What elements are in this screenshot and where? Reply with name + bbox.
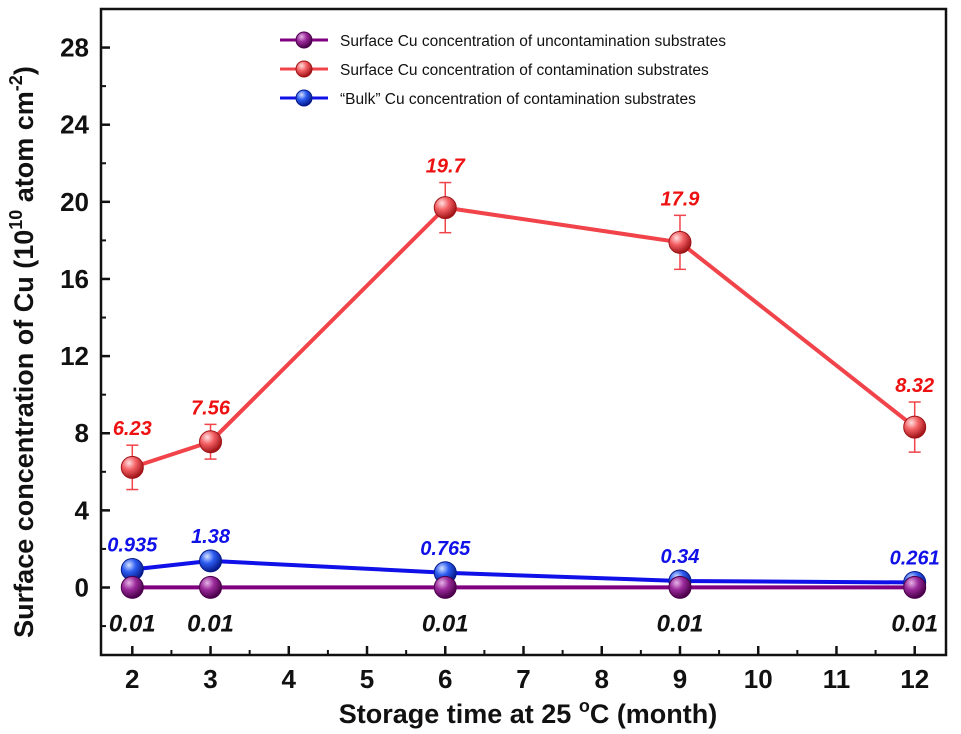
- series-layer: [120, 181, 927, 599]
- legend-label-contamination: Surface Cu concentration of contaminatio…: [340, 62, 709, 79]
- data-label-uncontamination: 0.01: [657, 610, 704, 637]
- data-point: [120, 455, 144, 479]
- data-label-contamination: 19.7: [426, 156, 466, 178]
- legend-marker-purple: [295, 31, 313, 49]
- data-label-uncontamination: 0.01: [422, 610, 469, 637]
- data-label-contamination: 6.23: [113, 418, 152, 440]
- y-axis-title: Surface concentration of Cu (1010 atom c…: [6, 66, 39, 638]
- data-point: [903, 415, 927, 439]
- legend-entry-uncontamination: Surface Cu concentration of uncontaminat…: [280, 31, 726, 50]
- data-label-bulk: 0.935: [107, 534, 158, 556]
- series-uncontamination: [120, 575, 927, 599]
- y-tick-label: 20: [60, 187, 89, 217]
- data-label-bulk: 0.261: [890, 547, 940, 569]
- data-point: [120, 575, 144, 599]
- series-line-bulk: [132, 558, 915, 585]
- legend-entry-contamination: Surface Cu concentration of contaminatio…: [280, 60, 709, 79]
- x-tick-label: 9: [673, 664, 687, 694]
- data-label-contamination: 7.56: [191, 397, 231, 419]
- legend-marker-blue: [295, 89, 313, 107]
- legend-label-uncontamination: Surface Cu concentration of uncontaminat…: [340, 33, 726, 50]
- x-tick-label: 3: [203, 664, 217, 694]
- x-axis-ticks: 2 3 4 5 6 7 8 9 10 11 12: [125, 646, 929, 694]
- x-tick-label: 10: [744, 664, 773, 694]
- data-point: [199, 549, 223, 573]
- y-tick-label: 28: [60, 33, 89, 63]
- y-tick-label: 0: [75, 573, 89, 603]
- x-axis-title: Storage time at 25 oC (month): [339, 696, 718, 729]
- y-tick-label: 12: [60, 341, 89, 371]
- x-tick-label: 12: [900, 664, 929, 694]
- y-axis-ticks: 0 4 8 12 16 20 24 28: [60, 8, 110, 628]
- x-tick-label: 8: [595, 664, 609, 694]
- series-bulk: [120, 549, 927, 594]
- data-point: [433, 196, 457, 220]
- data-point: [668, 230, 692, 254]
- x-tick-label: 5: [360, 664, 374, 694]
- legend-entry-bulk: “Bulk” Cu concentration of contamination…: [280, 89, 696, 108]
- data-point: [903, 575, 927, 599]
- x-tick-label: 2: [125, 664, 139, 694]
- legend-label-bulk: “Bulk” Cu concentration of contamination…: [340, 91, 696, 108]
- series-line-contamination: [131, 205, 916, 470]
- legend: Surface Cu concentration of uncontaminat…: [280, 31, 726, 108]
- data-point: [199, 575, 223, 599]
- y-tick-label: 24: [60, 110, 89, 140]
- legend-marker-red: [295, 60, 313, 78]
- data-point: [433, 575, 457, 599]
- data-label-bulk: 0.34: [661, 546, 700, 568]
- data-point: [668, 575, 692, 599]
- data-label-bulk: 1.38: [191, 526, 231, 548]
- data-label-bulk: 0.765: [420, 538, 471, 560]
- x-tick-label: 7: [516, 664, 530, 694]
- data-label-uncontamination: 0.01: [187, 610, 234, 637]
- data-point: [199, 430, 223, 454]
- data-label-uncontamination: 0.01: [891, 610, 938, 637]
- y-tick-label: 4: [75, 495, 90, 525]
- y-tick-label: 16: [60, 264, 89, 294]
- x-tick-label: 4: [282, 664, 297, 694]
- x-tick-label: 11: [823, 664, 851, 694]
- data-label-contamination: 17.9: [661, 188, 701, 210]
- data-labels: 0.01 0.01 0.01 0.01 0.01 6.23 7.56 19.7 17.9 8.32…: [107, 156, 939, 638]
- series-contamination: [120, 181, 927, 491]
- data-label-contamination: 8.32: [895, 375, 934, 397]
- data-label-uncontamination: 0.01: [109, 610, 156, 637]
- y-tick-label: 8: [75, 418, 89, 448]
- x-tick-label: 6: [438, 664, 452, 694]
